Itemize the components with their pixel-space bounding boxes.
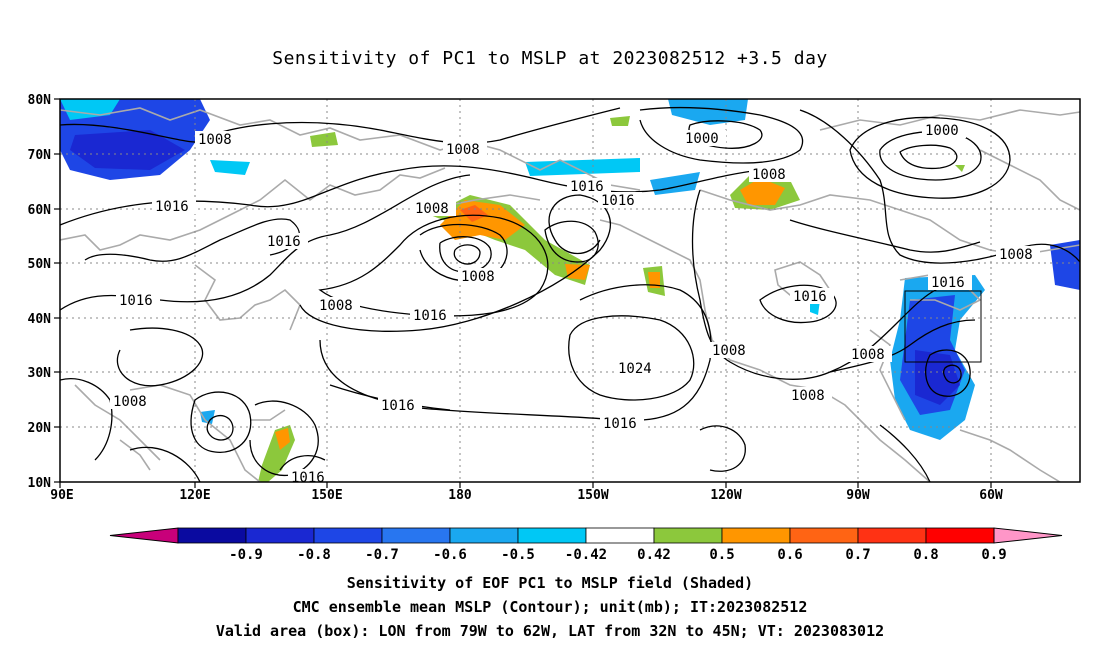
shade-positive <box>740 178 785 205</box>
contour-label: 1024 <box>618 361 652 377</box>
contour-label: 1008 <box>999 247 1033 263</box>
contour-label: 1016 <box>413 308 447 324</box>
contour-label: 1008 <box>752 167 786 183</box>
colorbar-high-triangle <box>993 527 1063 544</box>
shade-negative <box>200 410 215 424</box>
contour-label: 1016 <box>119 293 153 309</box>
contour-label: 1016 <box>603 416 637 432</box>
colorbar-tick-label: -0.5 <box>501 547 535 563</box>
lat-label: 30N <box>28 366 52 381</box>
coastline-layer <box>60 107 1080 482</box>
colorbar-segment <box>449 527 519 544</box>
shade-positive <box>565 264 590 280</box>
map-panel <box>60 99 1080 482</box>
lon-label: 150E <box>311 488 342 503</box>
colorbar-segment <box>245 527 315 544</box>
colorbar-segment <box>721 527 791 544</box>
colorbar-segment <box>653 527 723 544</box>
shade-positive <box>610 116 630 126</box>
shade-negative <box>525 158 640 176</box>
contour-label: 1008 <box>712 343 746 359</box>
contour-label: 1016 <box>601 193 635 209</box>
colorbar-tick-label: -0.6 <box>433 547 467 563</box>
lon-label: 60W <box>979 488 1003 503</box>
contour-label: 1016 <box>793 289 827 305</box>
plot-frame <box>59 98 1081 483</box>
contour-label: 1016 <box>291 470 325 486</box>
colorbar-segment <box>177 527 247 544</box>
shade-positive <box>310 132 338 147</box>
shade-positive <box>648 272 660 288</box>
contour-label: 1016 <box>155 199 189 215</box>
contour-label: 1008 <box>446 142 480 158</box>
lon-label: 180 <box>448 488 472 503</box>
lon-label: 150W <box>577 488 608 503</box>
lat-label: 60N <box>28 203 52 218</box>
colorbar-segment <box>517 527 587 544</box>
colorbar-tick-label: 0.7 <box>845 547 870 563</box>
colorbar-tick-label: -0.7 <box>365 547 399 563</box>
lon-label: 90W <box>846 488 870 503</box>
lat-label: 10N <box>28 476 52 491</box>
contour-labels: 1008 1008 1000 1016 1016 1000 1008 1016 … <box>110 122 1040 486</box>
contour-label: 1008 <box>113 394 147 410</box>
lon-label: 90E <box>50 488 73 503</box>
colorbar-tick-label: 0.42 <box>637 547 671 563</box>
colorbar-tick-label: 0.8 <box>913 547 938 563</box>
colorbar-tick-label: 0.6 <box>777 547 802 563</box>
colorbar-tick-label: 0.5 <box>709 547 734 563</box>
colorbar-tick-label: -0.9 <box>229 547 263 563</box>
shade-negative <box>1050 240 1080 290</box>
shade-negative <box>210 160 250 175</box>
lat-labels: 80N 70N 60N 50N 40N 30N 20N 10N <box>28 93 52 491</box>
shade-positive <box>460 205 488 222</box>
colorbar: -0.9 -0.8 -0.7 -0.6 -0.5 -0.42 0.42 0.5 0.6 0.7 0.… <box>109 527 1063 563</box>
colorbar-tick-label: -0.8 <box>297 547 331 563</box>
colorbar-segment <box>925 527 995 544</box>
caption-line-2: CMC ensemble mean MSLP (Contour); unit(m… <box>292 598 808 616</box>
colorbar-segment <box>313 527 383 544</box>
caption-line-1: Sensitivity of EOF PC1 to MSLP field (Sh… <box>346 574 754 592</box>
contour-label: 1008 <box>198 132 232 148</box>
shade-positive <box>955 165 965 172</box>
colorbar-tick-label: 0.9 <box>981 547 1006 563</box>
colorbar-tick-label: -0.42 <box>565 547 607 563</box>
colorbar-segment <box>789 527 859 544</box>
lat-label: 70N <box>28 148 52 163</box>
caption-line-3: Valid area (box): LON from 79W to 62W, L… <box>215 622 885 640</box>
mslp-contours <box>60 106 1080 482</box>
lat-label: 80N <box>28 93 52 108</box>
contour-label: 1016 <box>381 398 415 414</box>
shade-positive <box>275 428 290 450</box>
contour-label: 1008 <box>791 388 825 404</box>
contour-label: 1008 <box>851 347 885 363</box>
shade-negative <box>668 99 748 125</box>
lat-label: 40N <box>28 312 52 327</box>
lon-labels: 90E 120E 150E 180 150W 120W 90W 60W <box>50 488 1003 503</box>
colorbar-segment <box>381 527 451 544</box>
contour-label: 1016 <box>931 275 965 291</box>
colorbar-low-triangle <box>109 527 179 544</box>
lat-label: 50N <box>28 257 52 272</box>
lat-label: 20N <box>28 421 52 436</box>
contour-label: 1000 <box>685 131 719 147</box>
colorbar-segment <box>585 527 655 544</box>
tick-marks <box>54 98 992 488</box>
lon-label: 120E <box>179 488 210 503</box>
contour-label: 1008 <box>319 298 353 314</box>
colorbar-segment <box>857 527 927 544</box>
contour-label: 1000 <box>925 123 959 139</box>
chart-title: Sensitivity of PC1 to MSLP at 2023082512… <box>272 48 828 69</box>
contour-label: 1016 <box>570 179 604 195</box>
contour-label: 1016 <box>267 234 301 250</box>
valid-area-box <box>904 290 982 363</box>
contour-label: 1008 <box>461 269 495 285</box>
contour-label: 1008 <box>415 201 449 217</box>
lon-label: 120W <box>710 488 741 503</box>
shade-negative <box>70 130 185 170</box>
